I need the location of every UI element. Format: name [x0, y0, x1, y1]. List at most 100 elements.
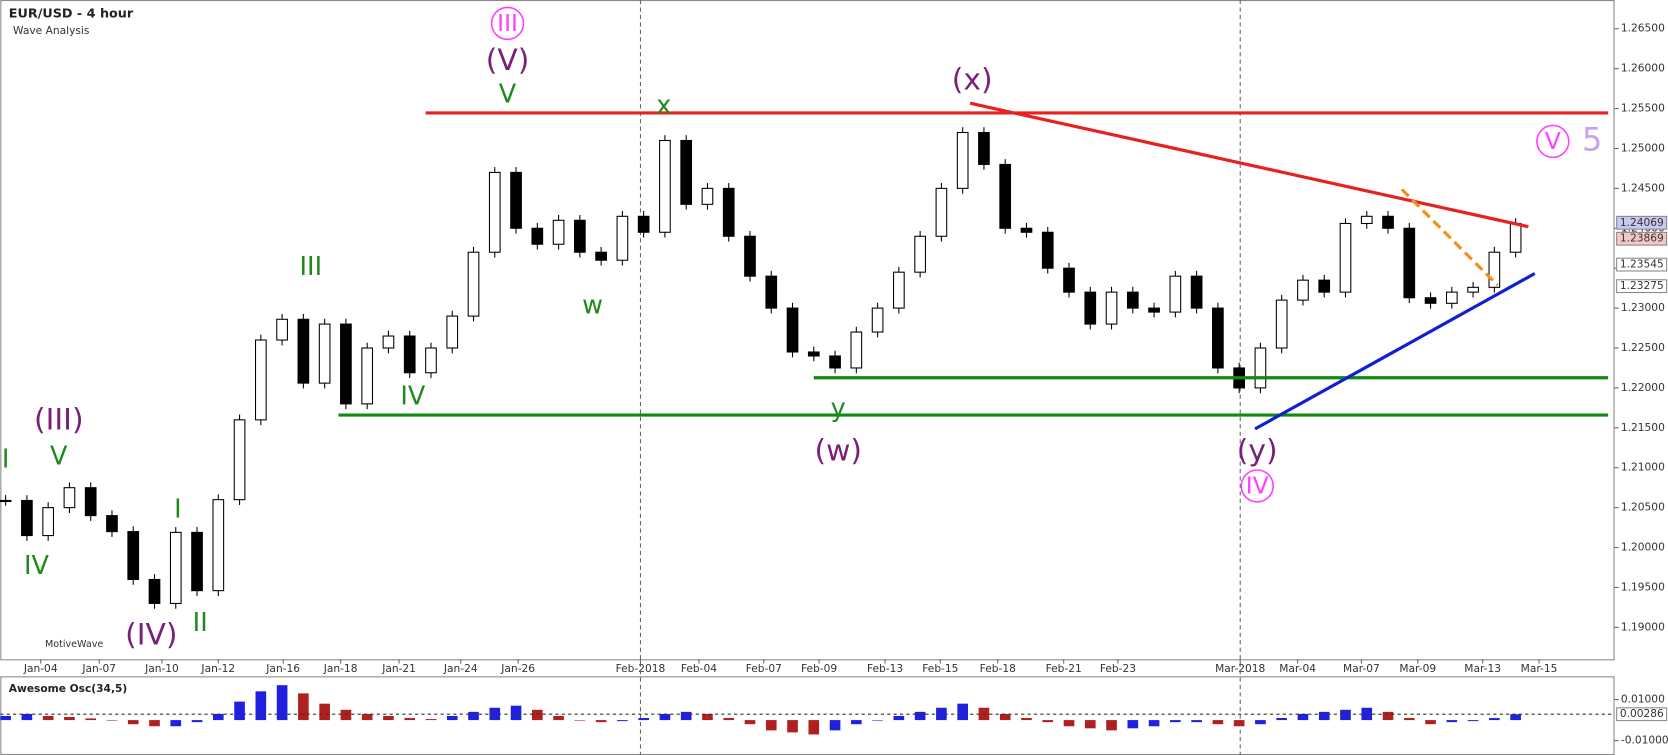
osc-bar	[1106, 720, 1117, 731]
x-tick-label: Mar-2018	[1215, 662, 1265, 675]
osc-bar	[808, 720, 820, 735]
candle-body	[191, 531, 203, 592]
osc-bar	[340, 709, 352, 721]
candle-body	[1190, 275, 1203, 309]
osc-bar	[191, 720, 203, 723]
wave-label: (y)	[1237, 433, 1278, 468]
osc-bar	[595, 720, 607, 723]
price-marker	[1616, 257, 1668, 272]
candle-body	[574, 219, 586, 253]
osc-bar	[404, 718, 416, 721]
candle-body	[765, 275, 778, 309]
x-tick-label: Feb-15	[922, 662, 958, 675]
price-marker-label: 1.23545	[1620, 258, 1664, 271]
osc-bar	[787, 720, 798, 733]
x-tick-label: Feb-2018	[616, 662, 666, 675]
osc-bar	[64, 717, 75, 721]
candle-body	[829, 355, 841, 369]
wave-circle	[1240, 469, 1274, 503]
osc-bar	[851, 720, 862, 725]
candle-body	[850, 331, 863, 369]
osc-bar	[617, 720, 628, 722]
wave-label: 5	[1582, 120, 1602, 158]
osc-tick-label: -0.01000	[1621, 734, 1668, 747]
osc-bar	[425, 719, 437, 721]
candle-body	[999, 163, 1012, 229]
candle-body	[233, 419, 246, 501]
candle-body	[1126, 291, 1139, 309]
price-marker	[1616, 215, 1668, 230]
candle-body	[276, 318, 288, 341]
osc-bar	[914, 711, 926, 721]
wave-label: (III)	[34, 403, 84, 438]
price-marker-label: 1.23869	[1620, 232, 1664, 245]
osc-bar	[0, 715, 11, 721]
osc-bar	[1340, 709, 1351, 721]
candle-body	[893, 271, 905, 309]
candle-body	[616, 215, 629, 261]
osc-bar	[723, 718, 735, 721]
candle-body	[403, 335, 416, 374]
osc-bar	[361, 713, 373, 721]
candle-body	[1382, 215, 1394, 229]
candle-body	[0, 499, 12, 503]
osc-bar	[1467, 720, 1479, 722]
wave-label: I	[174, 494, 182, 524]
candle-body	[680, 139, 693, 205]
osc-bar	[1425, 720, 1436, 725]
x-tick-label: Mar-07	[1343, 662, 1380, 675]
wave-labels: III (V) V x w III IV (x) y (w) (y) IV V …	[2, 6, 1602, 652]
x-tick-label: Jan-07	[81, 662, 116, 675]
trend-line	[1400, 188, 1499, 287]
osc-bar	[468, 711, 479, 721]
candle-body	[1403, 227, 1416, 299]
osc-bar	[85, 718, 97, 721]
y-tick-label: 1.22500	[1621, 341, 1665, 354]
candle-body	[935, 187, 948, 237]
candle-body	[169, 531, 182, 604]
wave-circle	[1536, 124, 1570, 159]
osc-bar	[957, 703, 968, 721]
candle-body	[488, 171, 501, 253]
osc-bar	[744, 720, 756, 725]
trend-line	[1254, 272, 1536, 431]
candle-body	[106, 515, 118, 533]
candle-body	[467, 251, 480, 317]
osc-bar	[1170, 720, 1181, 723]
candle-body	[1169, 275, 1182, 313]
osc-bar	[1489, 718, 1500, 721]
wave-label: y	[831, 393, 846, 423]
candle-body	[744, 235, 756, 277]
x-tick-label: Feb-04	[681, 662, 717, 675]
osc-bar	[574, 720, 586, 721]
main-pane	[0, 0, 1615, 661]
osc-bar	[553, 715, 564, 721]
osc-bar	[638, 718, 649, 721]
osc-bar	[234, 701, 245, 721]
candle-body	[1063, 267, 1075, 293]
y-tick-label: 1.25000	[1621, 141, 1665, 154]
y-tick-label: 1.22000	[1621, 381, 1665, 394]
candle-body	[595, 251, 607, 261]
osc-pane	[0, 676, 1615, 755]
candle-body	[148, 578, 161, 604]
osc-bar	[1063, 720, 1075, 727]
price-marker	[1616, 279, 1668, 294]
candle-body	[786, 307, 799, 353]
wave-label: (x)	[952, 62, 993, 97]
osc-bar	[1148, 720, 1160, 727]
osc-bar	[276, 685, 288, 721]
x-tick-label: Jan-18	[323, 662, 358, 675]
osc-tick-label: 0.01000	[1621, 693, 1665, 706]
candle-body	[1424, 297, 1437, 304]
price-marker	[1616, 231, 1668, 246]
wave-label: (V)	[486, 43, 530, 78]
candle-body	[1318, 279, 1331, 293]
osc-bar	[1084, 720, 1096, 729]
x-tick-label: Mar-13	[1464, 662, 1501, 675]
osc-bar	[21, 713, 33, 721]
y-tick-label: 1.19500	[1621, 580, 1665, 593]
osc-bar	[1510, 714, 1521, 721]
x-tick-label: Jan-21	[381, 662, 416, 675]
